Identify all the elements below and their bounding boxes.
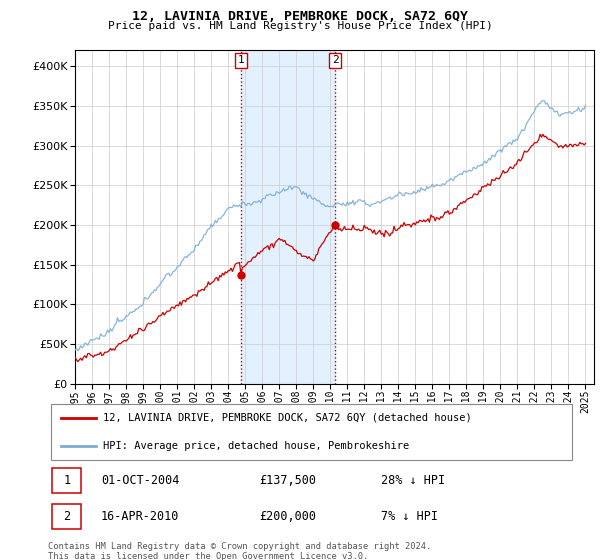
Bar xyxy=(241,50,335,384)
Text: 2: 2 xyxy=(63,510,70,524)
FancyBboxPatch shape xyxy=(50,404,572,460)
Text: 12, LAVINIA DRIVE, PEMBROKE DOCK, SA72 6QY (detached house): 12, LAVINIA DRIVE, PEMBROKE DOCK, SA72 6… xyxy=(103,413,472,423)
Text: 1: 1 xyxy=(63,474,70,487)
Text: 01-OCT-2004: 01-OCT-2004 xyxy=(101,474,179,487)
Text: 28% ↓ HPI: 28% ↓ HPI xyxy=(380,474,445,487)
Text: HPI: Average price, detached house, Pembrokeshire: HPI: Average price, detached house, Pemb… xyxy=(103,441,410,451)
Text: 7% ↓ HPI: 7% ↓ HPI xyxy=(380,510,437,524)
FancyBboxPatch shape xyxy=(52,505,81,529)
Text: Price paid vs. HM Land Registry's House Price Index (HPI): Price paid vs. HM Land Registry's House … xyxy=(107,21,493,31)
FancyBboxPatch shape xyxy=(52,468,81,493)
Text: Contains HM Land Registry data © Crown copyright and database right 2024.
This d: Contains HM Land Registry data © Crown c… xyxy=(48,542,431,560)
Text: 12, LAVINIA DRIVE, PEMBROKE DOCK, SA72 6QY: 12, LAVINIA DRIVE, PEMBROKE DOCK, SA72 6… xyxy=(132,10,468,23)
Text: £200,000: £200,000 xyxy=(259,510,316,524)
Text: 16-APR-2010: 16-APR-2010 xyxy=(101,510,179,524)
Text: 2: 2 xyxy=(332,55,338,66)
Text: £137,500: £137,500 xyxy=(259,474,316,487)
Text: 1: 1 xyxy=(238,55,244,66)
